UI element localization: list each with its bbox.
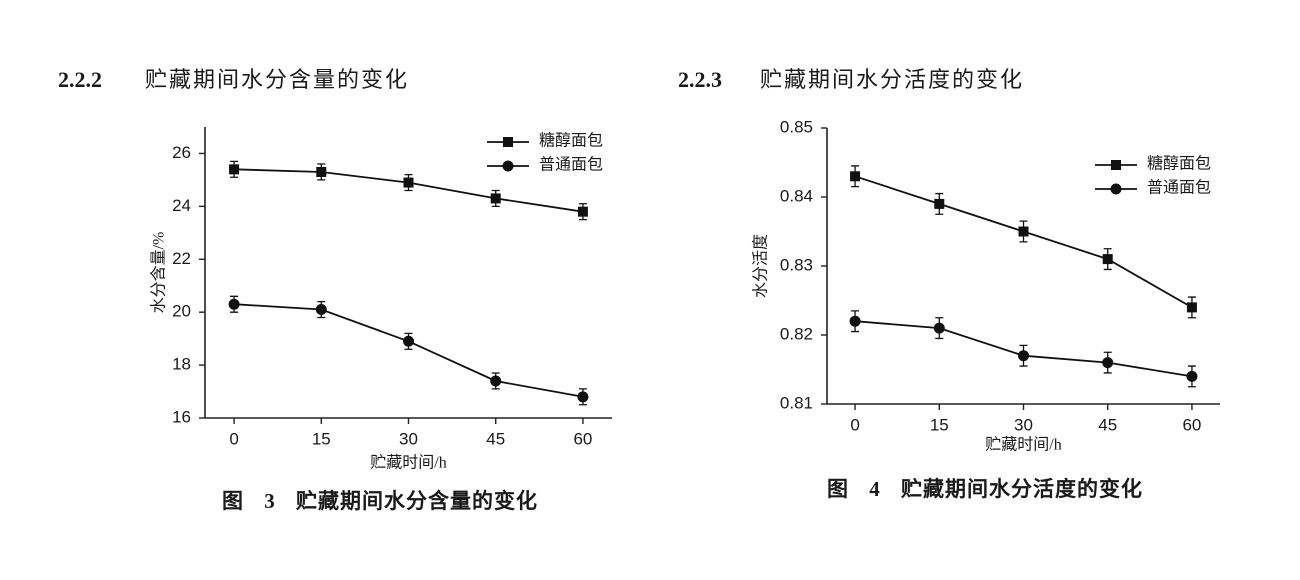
data-point bbox=[577, 206, 588, 217]
x-tick-label: 30 bbox=[1014, 415, 1033, 434]
figure-caption: 图 4 贮藏期间水分活度的变化 bbox=[827, 477, 1143, 501]
data-point bbox=[1018, 350, 1029, 362]
data-point bbox=[490, 375, 502, 387]
section-title: 贮藏期间水分含量的变化 bbox=[145, 67, 409, 92]
y-tick-label: 0.83 bbox=[780, 255, 813, 274]
legend-marker bbox=[502, 160, 514, 172]
data-point bbox=[315, 304, 327, 316]
data-point bbox=[403, 177, 414, 188]
x-axis-label: 贮藏时间/h bbox=[370, 454, 446, 472]
y-tick-label: 26 bbox=[172, 143, 191, 162]
y-tick-label: 0.85 bbox=[780, 117, 813, 136]
data-point bbox=[850, 171, 861, 182]
y-tick-label: 0.84 bbox=[780, 186, 813, 205]
data-point bbox=[933, 322, 945, 334]
data-point bbox=[577, 391, 589, 403]
figure-caption: 图 3 贮藏期间水分含量的变化 bbox=[222, 489, 538, 513]
y-axis-label: 水分含量/% bbox=[150, 232, 168, 314]
y-tick-label: 20 bbox=[172, 302, 191, 321]
legend-marker bbox=[1110, 183, 1122, 195]
y-tick-label: 18 bbox=[172, 355, 191, 374]
data-point bbox=[934, 198, 945, 209]
data-point bbox=[316, 166, 327, 177]
y-axis-label: 水分活度 bbox=[752, 234, 770, 298]
data-point bbox=[229, 164, 240, 175]
data-point bbox=[490, 193, 501, 204]
legend-marker bbox=[503, 137, 513, 147]
x-tick-label: 0 bbox=[850, 415, 859, 434]
data-point bbox=[1102, 254, 1113, 265]
legend-label: 普通面包 bbox=[539, 156, 603, 174]
x-tick-label: 45 bbox=[1098, 415, 1117, 434]
y-tick-label: 0.81 bbox=[780, 393, 813, 412]
legend-label: 糖醇面包 bbox=[539, 132, 603, 150]
x-tick-label: 15 bbox=[312, 429, 331, 448]
legend-label: 糖醇面包 bbox=[1147, 155, 1211, 173]
y-tick-label: 0.82 bbox=[780, 324, 813, 343]
legend-marker bbox=[1111, 160, 1121, 170]
x-tick-label: 60 bbox=[573, 429, 592, 448]
y-tick-label: 24 bbox=[172, 196, 191, 215]
x-tick-label: 0 bbox=[229, 429, 238, 448]
x-axis-label: 贮藏时间/h bbox=[985, 436, 1061, 454]
y-tick-label: 22 bbox=[172, 249, 191, 268]
x-tick-label: 60 bbox=[1182, 415, 1201, 434]
section-number: 2.2.2 bbox=[58, 67, 102, 92]
data-point bbox=[1102, 357, 1114, 369]
data-point bbox=[1186, 302, 1197, 313]
section-number: 2.2.3 bbox=[678, 67, 722, 92]
legend-label: 普通面包 bbox=[1147, 179, 1211, 197]
data-point bbox=[1018, 226, 1029, 237]
y-tick-label: 16 bbox=[172, 407, 191, 426]
x-tick-label: 15 bbox=[930, 415, 949, 434]
x-tick-label: 30 bbox=[399, 429, 418, 448]
data-point bbox=[849, 315, 861, 327]
data-point bbox=[403, 335, 414, 347]
section-title: 贮藏期间水分活度的变化 bbox=[760, 67, 1024, 92]
data-point bbox=[1186, 370, 1198, 382]
x-tick-label: 45 bbox=[486, 429, 505, 448]
data-point bbox=[228, 298, 240, 310]
